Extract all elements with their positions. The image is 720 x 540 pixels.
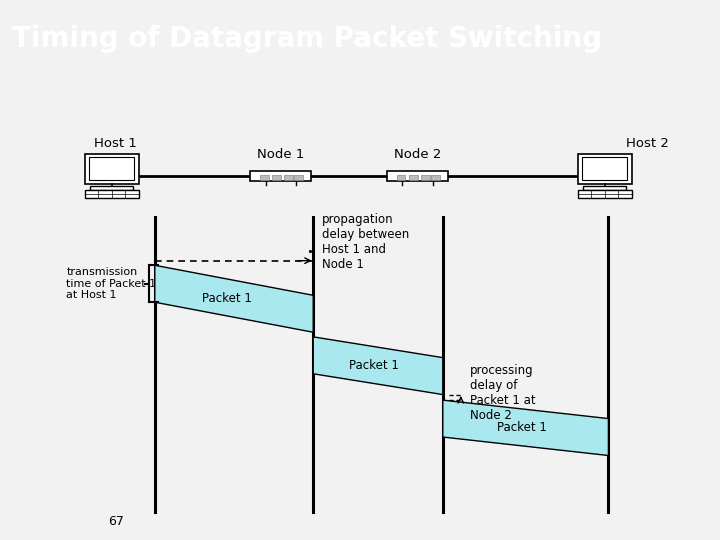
Bar (284, 176, 293, 180)
Polygon shape (313, 337, 443, 395)
Bar (387, 171, 448, 181)
Text: Timing of Datagram Packet Switching: Timing of Datagram Packet Switching (12, 25, 602, 53)
Bar (397, 176, 405, 180)
Bar (90, 186, 133, 191)
Text: Packet 1: Packet 1 (349, 359, 400, 372)
Bar (85, 190, 138, 198)
Polygon shape (443, 400, 608, 456)
Text: transmission
time of Packet 1
at Host 1: transmission time of Packet 1 at Host 1 (66, 267, 156, 300)
Bar (251, 171, 312, 181)
Text: Packet 1: Packet 1 (497, 421, 547, 434)
Bar (577, 153, 632, 184)
Text: processing
delay of
Packet 1 at
Node 2: processing delay of Packet 1 at Node 2 (470, 364, 536, 422)
Text: Host 1: Host 1 (94, 137, 137, 150)
Bar (421, 176, 430, 180)
Polygon shape (155, 265, 313, 332)
Bar (409, 176, 418, 180)
Text: Node 2: Node 2 (394, 148, 441, 161)
Bar (85, 153, 138, 184)
Text: Host 2: Host 2 (626, 137, 670, 150)
Bar (89, 157, 134, 180)
Text: 67: 67 (108, 516, 124, 529)
Text: Node 1: Node 1 (257, 148, 305, 161)
Text: propagation
delay between
Host 1 and
Node 1: propagation delay between Host 1 and Nod… (322, 213, 409, 271)
Bar (577, 190, 632, 198)
Bar (582, 157, 628, 180)
Bar (583, 186, 626, 191)
Bar (431, 176, 440, 180)
Text: Packet 1: Packet 1 (202, 292, 252, 305)
Bar (272, 176, 281, 180)
Bar (260, 176, 269, 180)
Bar (294, 176, 303, 180)
